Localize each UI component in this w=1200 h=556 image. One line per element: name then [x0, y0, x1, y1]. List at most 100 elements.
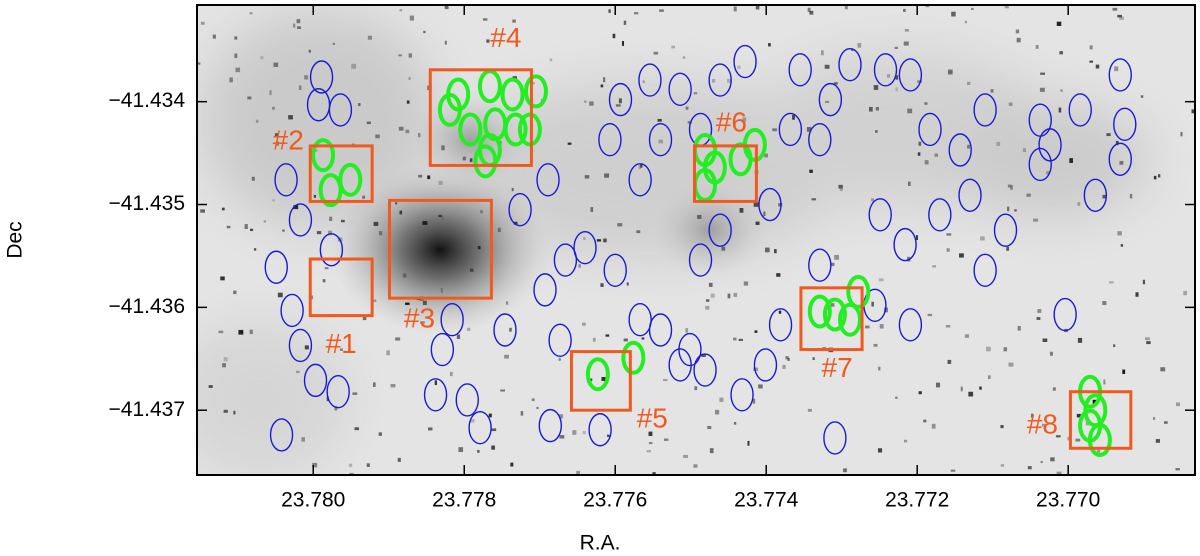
star: [946, 248, 950, 252]
star: [601, 377, 606, 382]
blue-source: [288, 203, 313, 237]
star: [1129, 193, 1133, 199]
blue-source: [818, 82, 843, 117]
blue-source: [648, 123, 673, 157]
star: [753, 202, 759, 207]
star: [375, 134, 380, 139]
star: [441, 216, 444, 221]
star: [1102, 194, 1107, 199]
star: [394, 202, 398, 205]
star: [235, 67, 241, 73]
star: [778, 310, 782, 314]
star: [590, 207, 594, 212]
region-label: #2: [273, 124, 304, 155]
star: [444, 40, 447, 45]
star: [349, 472, 354, 475]
star: [895, 75, 899, 80]
blue-source: [668, 348, 692, 382]
blue-source: [788, 53, 812, 87]
star: [1115, 140, 1119, 146]
star: [739, 208, 744, 213]
star: [687, 120, 692, 124]
star: [277, 292, 283, 298]
star: [1003, 347, 1008, 352]
star: [1026, 193, 1031, 197]
star: [558, 357, 561, 361]
star: [615, 104, 621, 107]
star: [531, 81, 535, 85]
blue-source: [553, 243, 578, 277]
star: [1039, 87, 1045, 92]
star: [1155, 439, 1160, 443]
star: [589, 101, 594, 106]
blue-source: [303, 363, 328, 398]
star: [924, 160, 929, 165]
star: [572, 430, 577, 435]
blue-source: [898, 58, 923, 92]
star: [907, 108, 913, 114]
y-tick-label: −41.434: [109, 89, 186, 112]
x-tick-label: 23.774: [734, 489, 799, 512]
star: [923, 419, 927, 423]
star: [915, 235, 918, 240]
star: [950, 469, 956, 472]
star: [1122, 369, 1126, 374]
star: [683, 454, 689, 458]
blue-source: [1113, 107, 1137, 141]
blue-source: [288, 328, 313, 363]
star: [980, 236, 985, 241]
blue-source: [958, 178, 982, 212]
star: [444, 5, 449, 10]
star: [1056, 21, 1062, 26]
star: [842, 468, 847, 473]
star: [1015, 29, 1020, 34]
star: [373, 299, 377, 303]
star: [895, 87, 898, 92]
star: [705, 299, 710, 302]
blue-source: [430, 332, 455, 367]
star: [198, 62, 201, 65]
star: [604, 173, 610, 178]
star: [362, 316, 367, 321]
star: [558, 414, 564, 419]
star: [809, 10, 814, 15]
star: [626, 282, 629, 286]
star: [964, 334, 970, 338]
star: [1112, 7, 1118, 11]
x-tick-label: 23.780: [281, 489, 345, 512]
star: [509, 327, 512, 332]
star: [408, 53, 412, 58]
star: [1145, 337, 1150, 341]
star: [462, 156, 466, 161]
star: [1103, 379, 1106, 385]
star: [1042, 338, 1048, 342]
star: [549, 58, 553, 62]
star: [288, 115, 293, 120]
blue-source: [319, 233, 344, 267]
star: [986, 346, 991, 352]
blue-source: [280, 293, 304, 328]
star: [386, 350, 390, 356]
star: [1135, 292, 1139, 297]
star: [967, 81, 971, 85]
blue-source: [638, 63, 662, 97]
y-axis-label: Dec: [4, 221, 27, 258]
star: [812, 357, 815, 361]
star: [418, 132, 421, 138]
star: [996, 141, 1001, 146]
star: [807, 408, 812, 412]
star: [623, 338, 628, 342]
star: [238, 329, 244, 335]
star: [434, 380, 437, 386]
green-source: [311, 138, 336, 173]
star: [612, 33, 616, 39]
star: [567, 142, 572, 145]
star: [486, 39, 490, 43]
star: [1027, 466, 1032, 470]
star: [339, 348, 343, 351]
star: [1089, 45, 1093, 50]
star: [685, 328, 689, 333]
star: [824, 100, 830, 103]
star: [423, 30, 426, 34]
blue-source: [648, 313, 673, 347]
